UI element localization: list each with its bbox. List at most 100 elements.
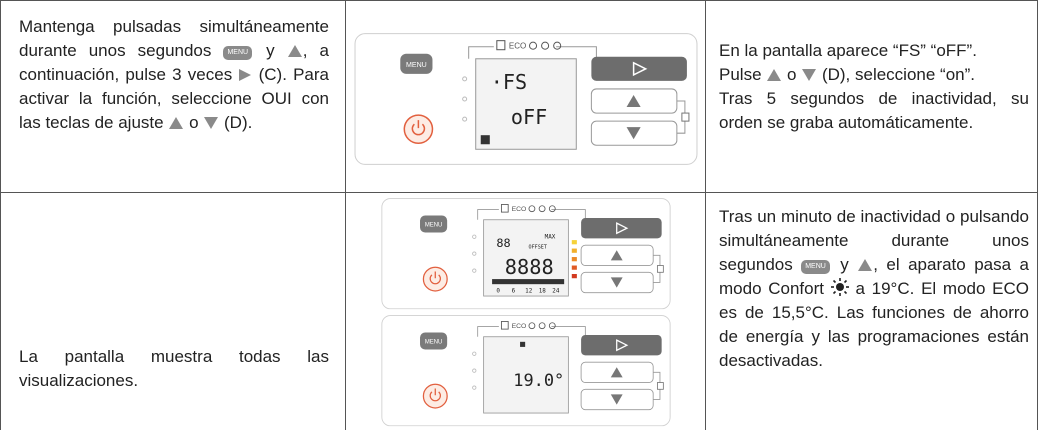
mode-icon (528, 205, 536, 213)
lcd-text: OFFSET (529, 245, 547, 251)
cell (345, 0, 706, 193)
text: (C). Para activar la función, seleccione… (19, 65, 329, 132)
instruction: La pantalla muestra todas las visualizac… (19, 345, 329, 393)
text: , a continuación, pulse 3 veces (19, 41, 329, 84)
up-icon (858, 259, 873, 271)
lcd-text: 24 (552, 288, 560, 295)
indicator-dot (472, 268, 477, 273)
menu-label: MENU (425, 340, 442, 346)
lcd-text: oFF (511, 105, 547, 129)
icon-bracket (468, 46, 597, 59)
lcd-bar (492, 279, 565, 285)
icon-bracket (477, 209, 586, 220)
play-button (591, 56, 687, 81)
menu-icon: MENU (801, 260, 830, 274)
power-symbol (429, 271, 441, 285)
text: , el aparato pasa a modo Confort (719, 255, 1029, 298)
text: y (840, 255, 849, 274)
eco-label: ECO (512, 323, 527, 330)
mode-icon (538, 322, 546, 330)
lcd-symbol (520, 341, 526, 347)
mode-icon (553, 41, 562, 50)
sun-icon (830, 278, 849, 296)
lock-icon (681, 112, 690, 122)
menu-label: MENU (406, 62, 427, 69)
text: La pantalla muestra todas las visualizac… (19, 347, 329, 390)
up-icon (287, 45, 302, 57)
text: (D). (224, 113, 253, 132)
down-icon (802, 69, 817, 81)
mode-icon (541, 41, 550, 50)
cell: Tras un minuto de inactividad o pulsando… (705, 192, 1038, 430)
power-button (422, 266, 448, 292)
lcd-text: 8888 (505, 255, 554, 279)
text: (D), seleccione “on”. (821, 65, 975, 84)
mode-icon (529, 41, 538, 50)
indicator-dot (472, 351, 477, 356)
icon-bracket (477, 326, 586, 337)
text: En la pantalla aparece “FS” “oFF”. (719, 41, 977, 60)
description: En la pantalla aparece “FS” “oFF”. Pulse… (719, 39, 1029, 135)
thermostat-panel: MENU ECO ·FS oFF (354, 33, 698, 165)
cell: Mantenga pulsadas simultánea­mente duran… (0, 0, 346, 193)
text: Tras un minuto de inactividad o pulsando… (719, 207, 1029, 274)
down-symbol (610, 394, 623, 405)
text: y (266, 41, 275, 60)
down-symbol (610, 277, 623, 288)
play-button (581, 335, 662, 356)
thermostat-panel: MENU ECO 19.0° (381, 315, 671, 427)
indicator-dot (472, 368, 477, 373)
indicator-dot (472, 251, 477, 256)
lcd-text: 6 (512, 288, 516, 295)
text: a 19°C. El modo ECO es de 15,5°C. Las fu… (719, 279, 1029, 370)
heat-level (571, 248, 577, 253)
lcd (475, 58, 577, 150)
lcd (483, 336, 569, 414)
lcd-text: 19.0° (513, 370, 564, 390)
heat-level (571, 265, 577, 270)
lcd-symbol (480, 135, 490, 145)
mode-icon (548, 205, 556, 213)
indicator-dot (472, 385, 477, 390)
play-symbol (616, 339, 629, 352)
lock-icon (656, 382, 664, 390)
menu-button (420, 215, 448, 233)
indicator-dot (472, 234, 477, 239)
text: Mantenga pulsadas simultánea­mente duran… (19, 17, 329, 60)
play-symbol (616, 222, 629, 235)
heat-level (571, 274, 577, 279)
up-symbol (626, 94, 641, 108)
cell: En la pantalla aparece “FS” “oFF”. Pulse… (705, 0, 1038, 193)
menu-icon: MENU (223, 46, 253, 60)
text: o (787, 65, 797, 84)
power-button (422, 383, 448, 409)
indicator-dot (462, 96, 468, 102)
mode-icon (500, 204, 509, 213)
thermostat-panel: MENU ECO 88 MAX OFFSET 8888 0 6 12 18 24 (381, 198, 671, 310)
mode-icon (548, 322, 556, 330)
eco-label: ECO (512, 206, 527, 213)
play-icon (239, 69, 252, 81)
play-symbol (632, 61, 648, 77)
mode-icon (538, 205, 546, 213)
heat-level (571, 240, 577, 245)
eco-label: ECO (509, 42, 526, 51)
lcd-text: 88 (496, 236, 510, 250)
power-button (403, 114, 434, 145)
instruction: Mantenga pulsadas simultánea­mente duran… (19, 15, 329, 135)
indicator-dot (462, 116, 468, 122)
up-icon (767, 69, 782, 81)
indicator-dot (462, 76, 468, 82)
description: Tras un minuto de inactividad o pulsando… (719, 205, 1029, 373)
lcd-text: MAX (545, 233, 556, 240)
mode-icon (528, 322, 536, 330)
menu-button (400, 53, 433, 74)
heat-level (571, 257, 577, 262)
up-icon (169, 117, 184, 129)
down-icon (204, 117, 219, 129)
down-symbol (626, 127, 641, 140)
lcd-text: 12 (525, 288, 533, 295)
cell (345, 192, 706, 430)
lcd-text: 18 (539, 288, 547, 295)
